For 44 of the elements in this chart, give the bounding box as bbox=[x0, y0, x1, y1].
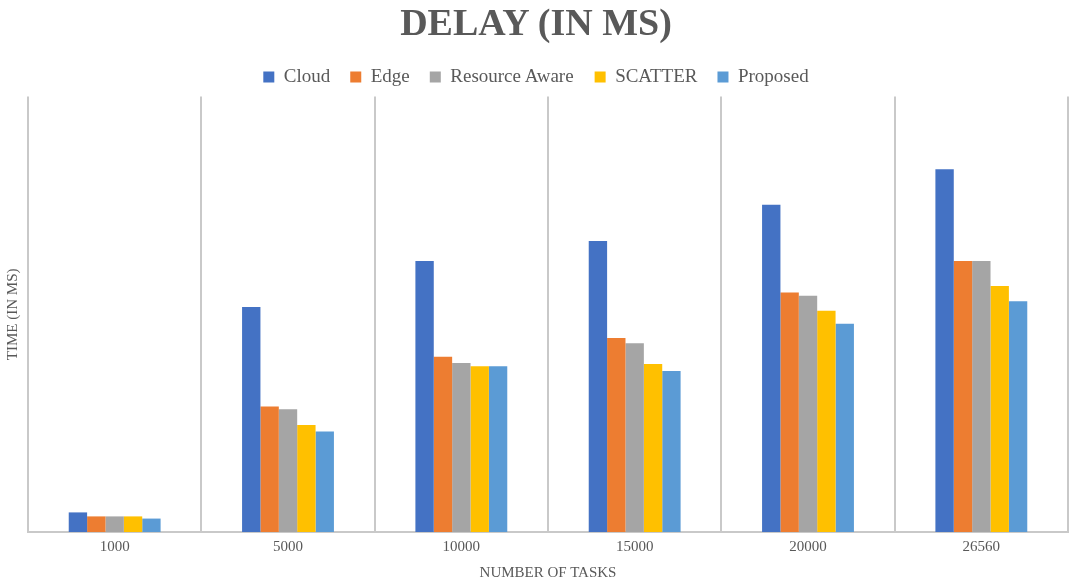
bar bbox=[315, 431, 334, 532]
bar bbox=[835, 323, 854, 532]
x-tick-label: 15000 bbox=[615, 537, 654, 554]
bar bbox=[242, 307, 261, 532]
bar bbox=[488, 366, 508, 532]
bar bbox=[817, 310, 836, 532]
legend-label: Proposed bbox=[737, 65, 810, 87]
bar bbox=[415, 260, 434, 532]
bar bbox=[625, 343, 644, 532]
x-tick-label: 20000 bbox=[789, 537, 827, 554]
x-tick-label: 26560 bbox=[962, 537, 1001, 554]
bar bbox=[470, 366, 489, 532]
bar bbox=[953, 260, 973, 532]
bar bbox=[762, 204, 781, 532]
bar bbox=[935, 169, 954, 532]
chart-title: DELAY (IN MS) bbox=[400, 0, 672, 44]
bar bbox=[662, 370, 681, 532]
x-tick-label: 1000 bbox=[99, 537, 130, 554]
legend-label: Resource Aware bbox=[450, 65, 574, 87]
bar bbox=[142, 518, 161, 532]
bar bbox=[972, 260, 991, 532]
y-axis-title: TIME (IN MS) bbox=[3, 268, 21, 361]
legend-label: Cloud bbox=[283, 65, 331, 87]
bar bbox=[990, 286, 1009, 532]
bar bbox=[643, 364, 663, 532]
bar bbox=[87, 516, 106, 532]
bar bbox=[780, 292, 799, 532]
legend-label: SCATTER bbox=[615, 65, 698, 87]
bar bbox=[607, 337, 626, 532]
bar bbox=[68, 512, 88, 532]
bar bbox=[260, 406, 279, 532]
legend-label: Edge bbox=[370, 65, 410, 87]
bar bbox=[297, 424, 316, 532]
bar bbox=[105, 516, 124, 532]
bar bbox=[588, 241, 608, 532]
bar bbox=[1008, 301, 1028, 532]
bar bbox=[123, 516, 143, 532]
bar bbox=[798, 295, 818, 532]
x-tick-label: 5000 bbox=[273, 537, 303, 554]
bar bbox=[278, 409, 298, 532]
x-axis-title: NUMBER OF TASKS bbox=[479, 563, 617, 580]
x-tick-label: 10000 bbox=[442, 537, 481, 554]
bar bbox=[433, 356, 453, 532]
bar bbox=[452, 362, 471, 532]
